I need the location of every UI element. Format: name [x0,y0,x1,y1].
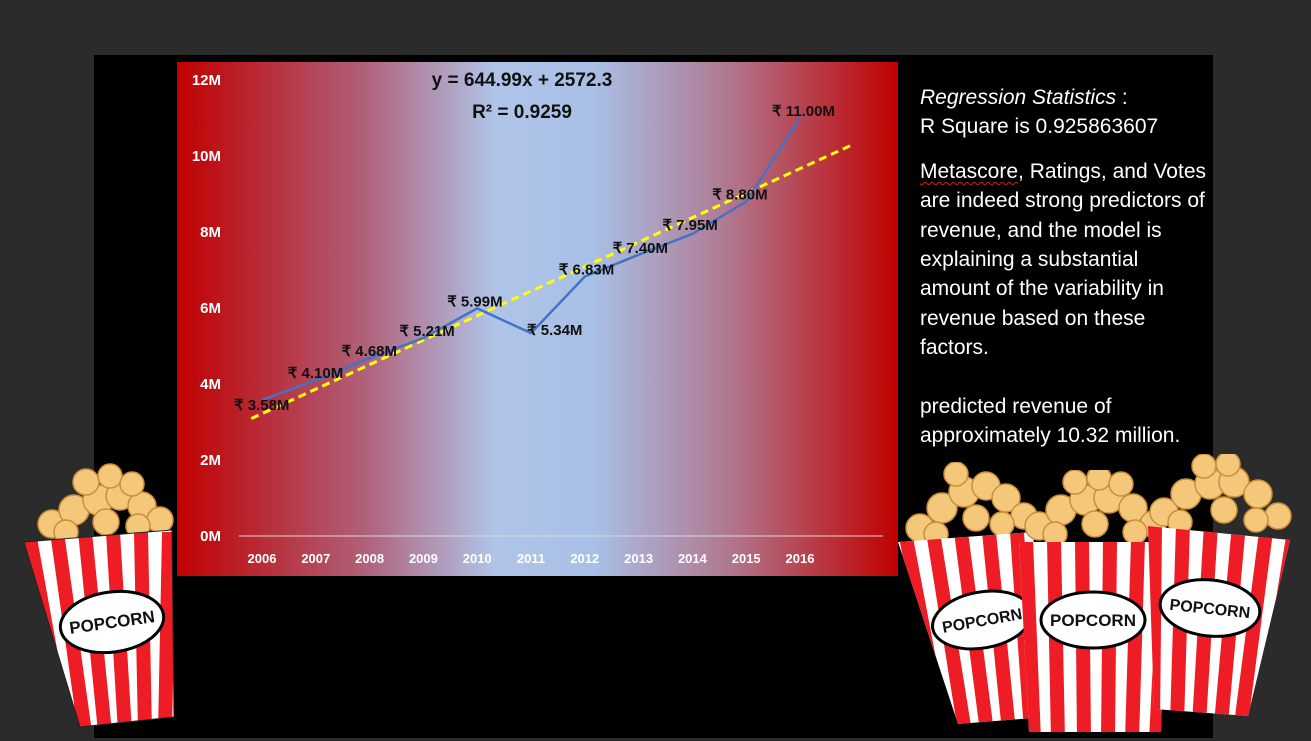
stats-heading-line: Regression Statistics : [920,83,1210,112]
popcorn-bucket-icon: POPCORN [898,462,1046,724]
x-tick-label: 2014 [678,551,708,566]
trendline-r-squared: R² = 0.9259 [472,102,572,123]
data-label: ₹ 3.58M [234,397,289,414]
spellcheck-word: Metascore [920,159,1019,183]
x-tick-label: 2009 [409,551,438,566]
data-label: ₹ 5.99M [447,293,502,310]
data-label: ₹ 7.95M [662,217,717,234]
x-tick-label: 2006 [248,551,277,566]
popcorn-label: POPCORN [1050,611,1136,630]
trendline-equation: y = 644.99x + 2572.3 [432,70,613,91]
popcorn-bucket-icon: POPCORN [23,463,175,728]
data-label: ₹ 4.68M [342,343,397,360]
data-label: ₹ 8.80M [712,187,767,204]
x-tick-label: 2007 [301,551,330,566]
popcorn-kernels [905,462,1038,547]
x-tick-label: 2016 [786,551,815,566]
x-tick-label: 2013 [624,551,653,566]
y-tick-label: 6M [200,300,221,317]
y-tick-label: 10M [192,148,221,165]
x-tick-label: 2008 [355,551,384,566]
y-tick-label: 0M [200,528,221,545]
y-tick-label: 12M [192,72,221,89]
data-label: ₹ 4.10M [288,365,343,382]
popcorn-kernels [1149,454,1292,535]
x-tick-label: 2011 [517,551,545,566]
popcorn-bucket-icon: POPCORN [1019,470,1167,732]
x-tick-label: 2012 [570,551,599,566]
y-tick-label: 8M [200,224,221,241]
data-label: ₹ 5.21M [399,323,454,340]
r-square-text: R Square is 0.925863607 [920,115,1159,139]
y-tick-label: 2M [200,452,221,469]
stats-heading: Regression Statistics [920,86,1117,109]
x-tick-label: 2015 [732,551,761,566]
y-tick-label: 4M [200,376,221,393]
popcorn-bucket-icon: POPCORN [1148,454,1292,716]
revenue-line-chart: 0M 2M 4M 6M 8M 10M 12M 2006 2007 2008 2009 2010 201… [192,70,883,566]
x-tick-label: 2010 [463,551,492,566]
data-label: ₹ 7.40M [613,240,668,257]
prediction-text: predicted revenue of approximately 10.32… [920,394,1181,448]
chart-area: 0M 2M 4M 6M 8M 10M 12M 2006 2007 2008 2009 2010 201… [177,62,898,576]
series-line [261,117,802,402]
data-label: ₹ 6.83M [559,261,614,278]
data-label: ₹ 5.34M [527,322,582,339]
interpretation-rest: , Ratings, and Votes are indeed strong p… [920,159,1207,360]
regression-notes: Regression Statistics : R Square is 0.92… [920,83,1210,450]
interpretation-text: Metascore, Ratings, and Votes are indeed… [920,157,1210,363]
stats-separator: : [1116,86,1128,109]
data-label: ₹ 11.00M [772,103,835,120]
